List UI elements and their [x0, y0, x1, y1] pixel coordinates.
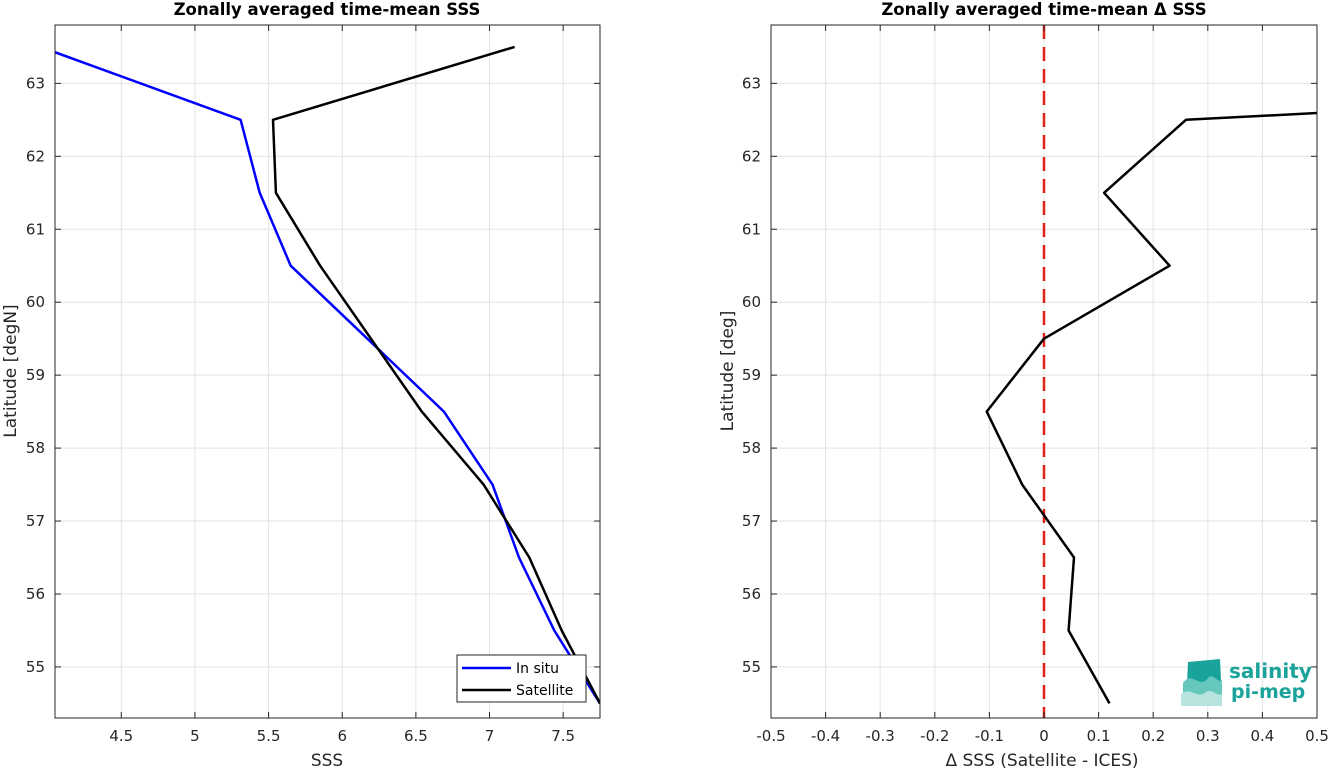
x-tick-label: 0.1 [1087, 727, 1111, 745]
sss-grid [55, 25, 600, 718]
x-tick-label: 6 [337, 727, 347, 745]
x-tick-label: 6.5 [404, 727, 428, 745]
sss-x-axis-label: SSS [311, 751, 343, 769]
y-tick-label: 58 [742, 439, 761, 457]
y-tick-label: 56 [742, 585, 761, 603]
y-tick-label: 57 [742, 512, 761, 530]
y-tick-label: 55 [26, 658, 45, 676]
delta-sss-grid [770, 25, 1318, 718]
sss-satellite-line [271, 45, 600, 704]
x-tick-label: 7.5 [551, 727, 575, 745]
x-tick-label: 0.5 [1305, 727, 1329, 745]
sss-lines [55, 45, 600, 705]
logo-text-pi-mep: pi-mep [1231, 681, 1305, 703]
y-tick-label: 59 [26, 366, 45, 384]
delta-sss-lines [985, 25, 1317, 718]
sss-y-axis-label: Latitude [degN] [1, 304, 21, 437]
y-tick-label: 60 [742, 293, 761, 311]
y-tick-label: 58 [26, 439, 45, 457]
delta-sss-ticks: -0.5 -0.4 -0.3 -0.2 -0.1 0 0.1 0.2 0.3 0.4 0.5 55 56… [742, 25, 1329, 745]
salinity-pi-mep-logo: salinity pi-mep [1181, 659, 1312, 706]
sss-chart: 4.5 5 5.5 6 6.5 7 7.5 55 56 57 58 59 60 61 62 63 Zonall… [1, 0, 601, 769]
legend-box [456, 654, 587, 703]
y-tick-label: 59 [742, 366, 761, 384]
y-tick-label: 63 [26, 74, 45, 92]
logo-wave-icon-3 [1181, 690, 1222, 706]
sss-in-situ-line [55, 50, 600, 705]
sss-ticks: 4.5 5 5.5 6 6.5 7 7.5 55 56 57 58 59 60 61 62 63 [26, 25, 600, 745]
x-tick-label: 0.2 [1141, 727, 1165, 745]
x-tick-label: 5.5 [257, 727, 281, 745]
x-tick-label: 0 [1039, 727, 1049, 745]
delta-sss-chart: -0.5 -0.4 -0.3 -0.2 -0.1 0 0.1 0.2 0.3 0.4 0.5 55 56… [718, 0, 1329, 769]
y-tick-label: 57 [26, 512, 45, 530]
y-tick-label: 61 [742, 220, 761, 238]
x-tick-label: 0.3 [1196, 727, 1220, 745]
sss-axes-frame [54, 24, 601, 719]
y-tick-label: 60 [26, 293, 45, 311]
x-tick-label: 5 [190, 727, 200, 745]
y-tick-label: 56 [26, 585, 45, 603]
x-tick-label: -0.5 [756, 727, 785, 745]
y-tick-label: 62 [742, 147, 761, 165]
x-tick-label: -0.1 [975, 727, 1004, 745]
x-tick-label: -0.4 [811, 727, 840, 745]
x-tick-label: -0.2 [920, 727, 949, 745]
legend-label-in-situ: In situ [516, 661, 559, 677]
y-tick-label: 63 [742, 74, 761, 92]
delta-sss-y-axis-label: Latitude [deg] [718, 311, 738, 432]
sss-legend: In situ Satellite [456, 654, 587, 703]
x-tick-label: -0.3 [866, 727, 895, 745]
legend-label-satellite: Satellite [516, 683, 573, 699]
y-tick-label: 55 [742, 658, 761, 676]
y-tick-label: 61 [26, 220, 45, 238]
x-tick-label: 0.4 [1250, 727, 1274, 745]
delta-sss-chart-title: Zonally averaged time-mean Δ SSS [881, 0, 1206, 19]
delta-sss-series-0-line [985, 111, 1317, 705]
logo-text-salinity: salinity [1229, 659, 1312, 683]
x-tick-label: 7 [485, 727, 495, 745]
sss-chart-title: Zonally averaged time-mean SSS [174, 0, 481, 19]
delta-sss-x-axis-label: Δ SSS (Satellite - ICES) [945, 751, 1138, 769]
y-tick-label: 62 [26, 147, 45, 165]
x-tick-label: 4.5 [109, 727, 133, 745]
